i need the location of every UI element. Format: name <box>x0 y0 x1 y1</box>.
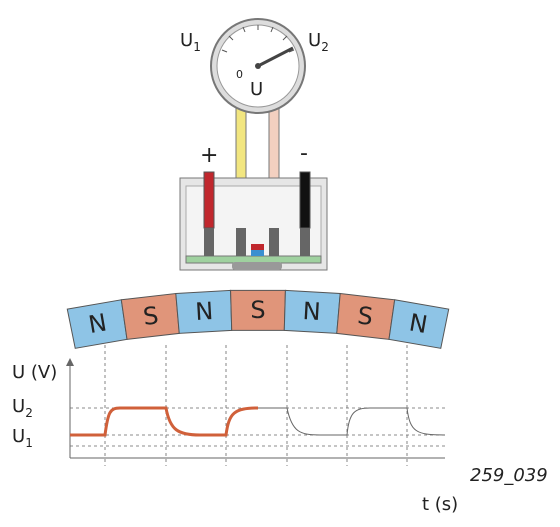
gauge-left-label: U1 <box>180 30 201 54</box>
grid <box>70 345 445 466</box>
plus-sign: + <box>200 143 218 168</box>
magnet <box>388 299 450 349</box>
probe-right <box>269 228 279 256</box>
u1-label: U1 <box>12 426 33 450</box>
magnet-label: S <box>142 301 160 331</box>
magnet-label: N <box>407 308 429 339</box>
chip-bottom <box>251 250 264 256</box>
u2-label: U2 <box>12 396 33 420</box>
electrode-plus <box>203 171 215 229</box>
probe-left <box>236 228 246 256</box>
gauge-unit: U <box>250 79 263 100</box>
gauge-zero: 0 <box>236 68 243 81</box>
chip-top <box>251 244 264 250</box>
magnet-label: N <box>302 297 322 326</box>
electrode-minus <box>299 171 311 229</box>
gauge-right-label: U2 <box>308 30 329 54</box>
y-axis-label: U (V) <box>12 362 57 383</box>
sensor-base <box>232 262 282 270</box>
x-axis-label: t (s) <box>422 494 458 515</box>
sensor-plate <box>185 255 322 264</box>
magnet-label: N <box>195 297 215 326</box>
magnet-label: S <box>356 301 374 331</box>
signal <box>70 406 259 437</box>
gauge-needle <box>257 46 294 68</box>
gauge-ticks <box>221 25 295 53</box>
signal-continuation <box>258 407 446 436</box>
gauge-pivot <box>255 63 261 69</box>
magnet-label: N <box>86 308 108 339</box>
magnet-label: S <box>250 296 265 324</box>
electrode-plus-base <box>204 228 214 256</box>
electrode-minus-base <box>300 228 310 256</box>
figure-id: 259_039 <box>470 465 548 486</box>
minus-sign: - <box>300 141 308 166</box>
